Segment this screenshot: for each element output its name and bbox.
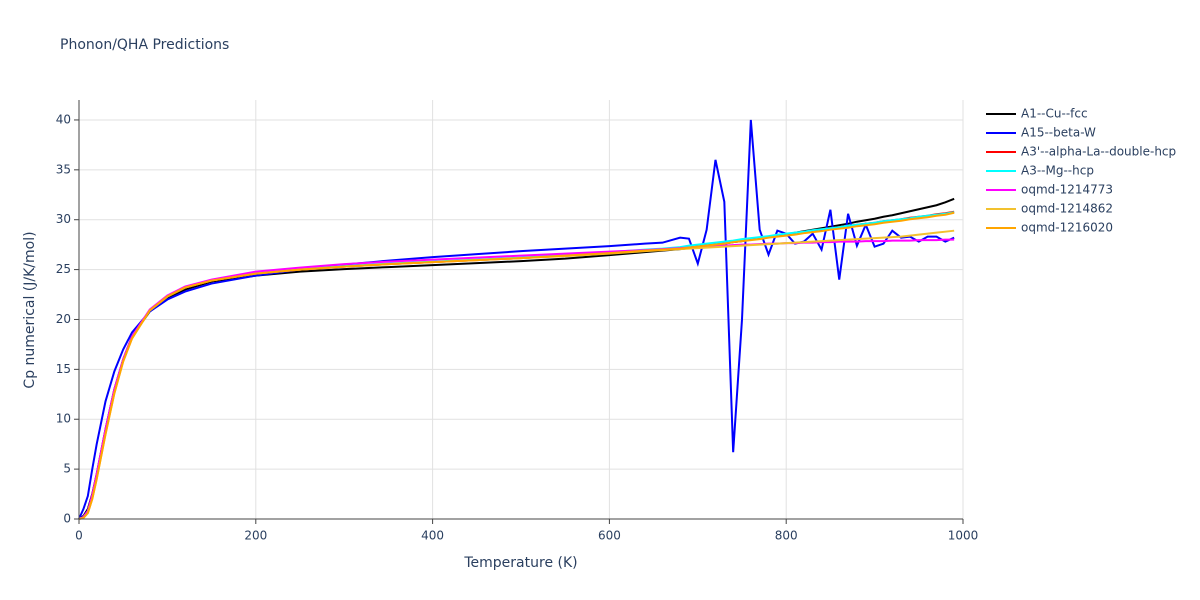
y-tick-label: 40 [56, 112, 71, 126]
x-tick-label: 800 [775, 529, 798, 543]
y-tick-label: 20 [56, 312, 71, 326]
y-tick-label: 10 [56, 412, 71, 426]
series-line [78, 211, 955, 520]
grid [78, 100, 964, 520]
x-axis-title: Temperature (K) [463, 555, 577, 571]
legend-label: oqmd-1214773 [1021, 183, 1113, 197]
y-tick-label: 15 [56, 362, 71, 376]
y-tick-label: 30 [56, 212, 71, 226]
legend-label: A1--Cu--fcc [1021, 107, 1088, 121]
y-tick-label: 0 [63, 512, 71, 526]
y-tick-label: 35 [56, 162, 71, 176]
legend-label: oqmd-1214862 [1021, 202, 1113, 216]
legend-label: oqmd-1216020 [1021, 221, 1113, 235]
x-tick-label: 1000 [948, 529, 979, 543]
legend: A1--Cu--fcc A15--beta-W A3'--alpha-La--dou… [986, 107, 1176, 235]
x-tick-label: 400 [421, 529, 444, 543]
plot-lines [78, 119, 955, 520]
legend-label: A3--Mg--hcp [1021, 164, 1094, 178]
series-line [78, 119, 955, 520]
y-tick-label: 5 [63, 462, 71, 476]
axes: 0 200 400 600 800 1000 0 5 10 15 20 25 30 35 40 [56, 100, 979, 543]
legend-label: A3'--alpha-La--double-hcp [1021, 145, 1176, 159]
x-tick-label: 0 [75, 529, 83, 543]
legend-label: A15--beta-W [1021, 126, 1096, 140]
y-axis-title: Cp numerical (J/K/mol) [22, 231, 38, 388]
chart-title: Phonon/QHA Predictions [60, 37, 229, 53]
series-line [78, 229, 955, 520]
x-tick-label: 600 [598, 529, 621, 543]
y-tick-label: 25 [56, 262, 71, 276]
x-tick-label: 200 [244, 529, 267, 543]
